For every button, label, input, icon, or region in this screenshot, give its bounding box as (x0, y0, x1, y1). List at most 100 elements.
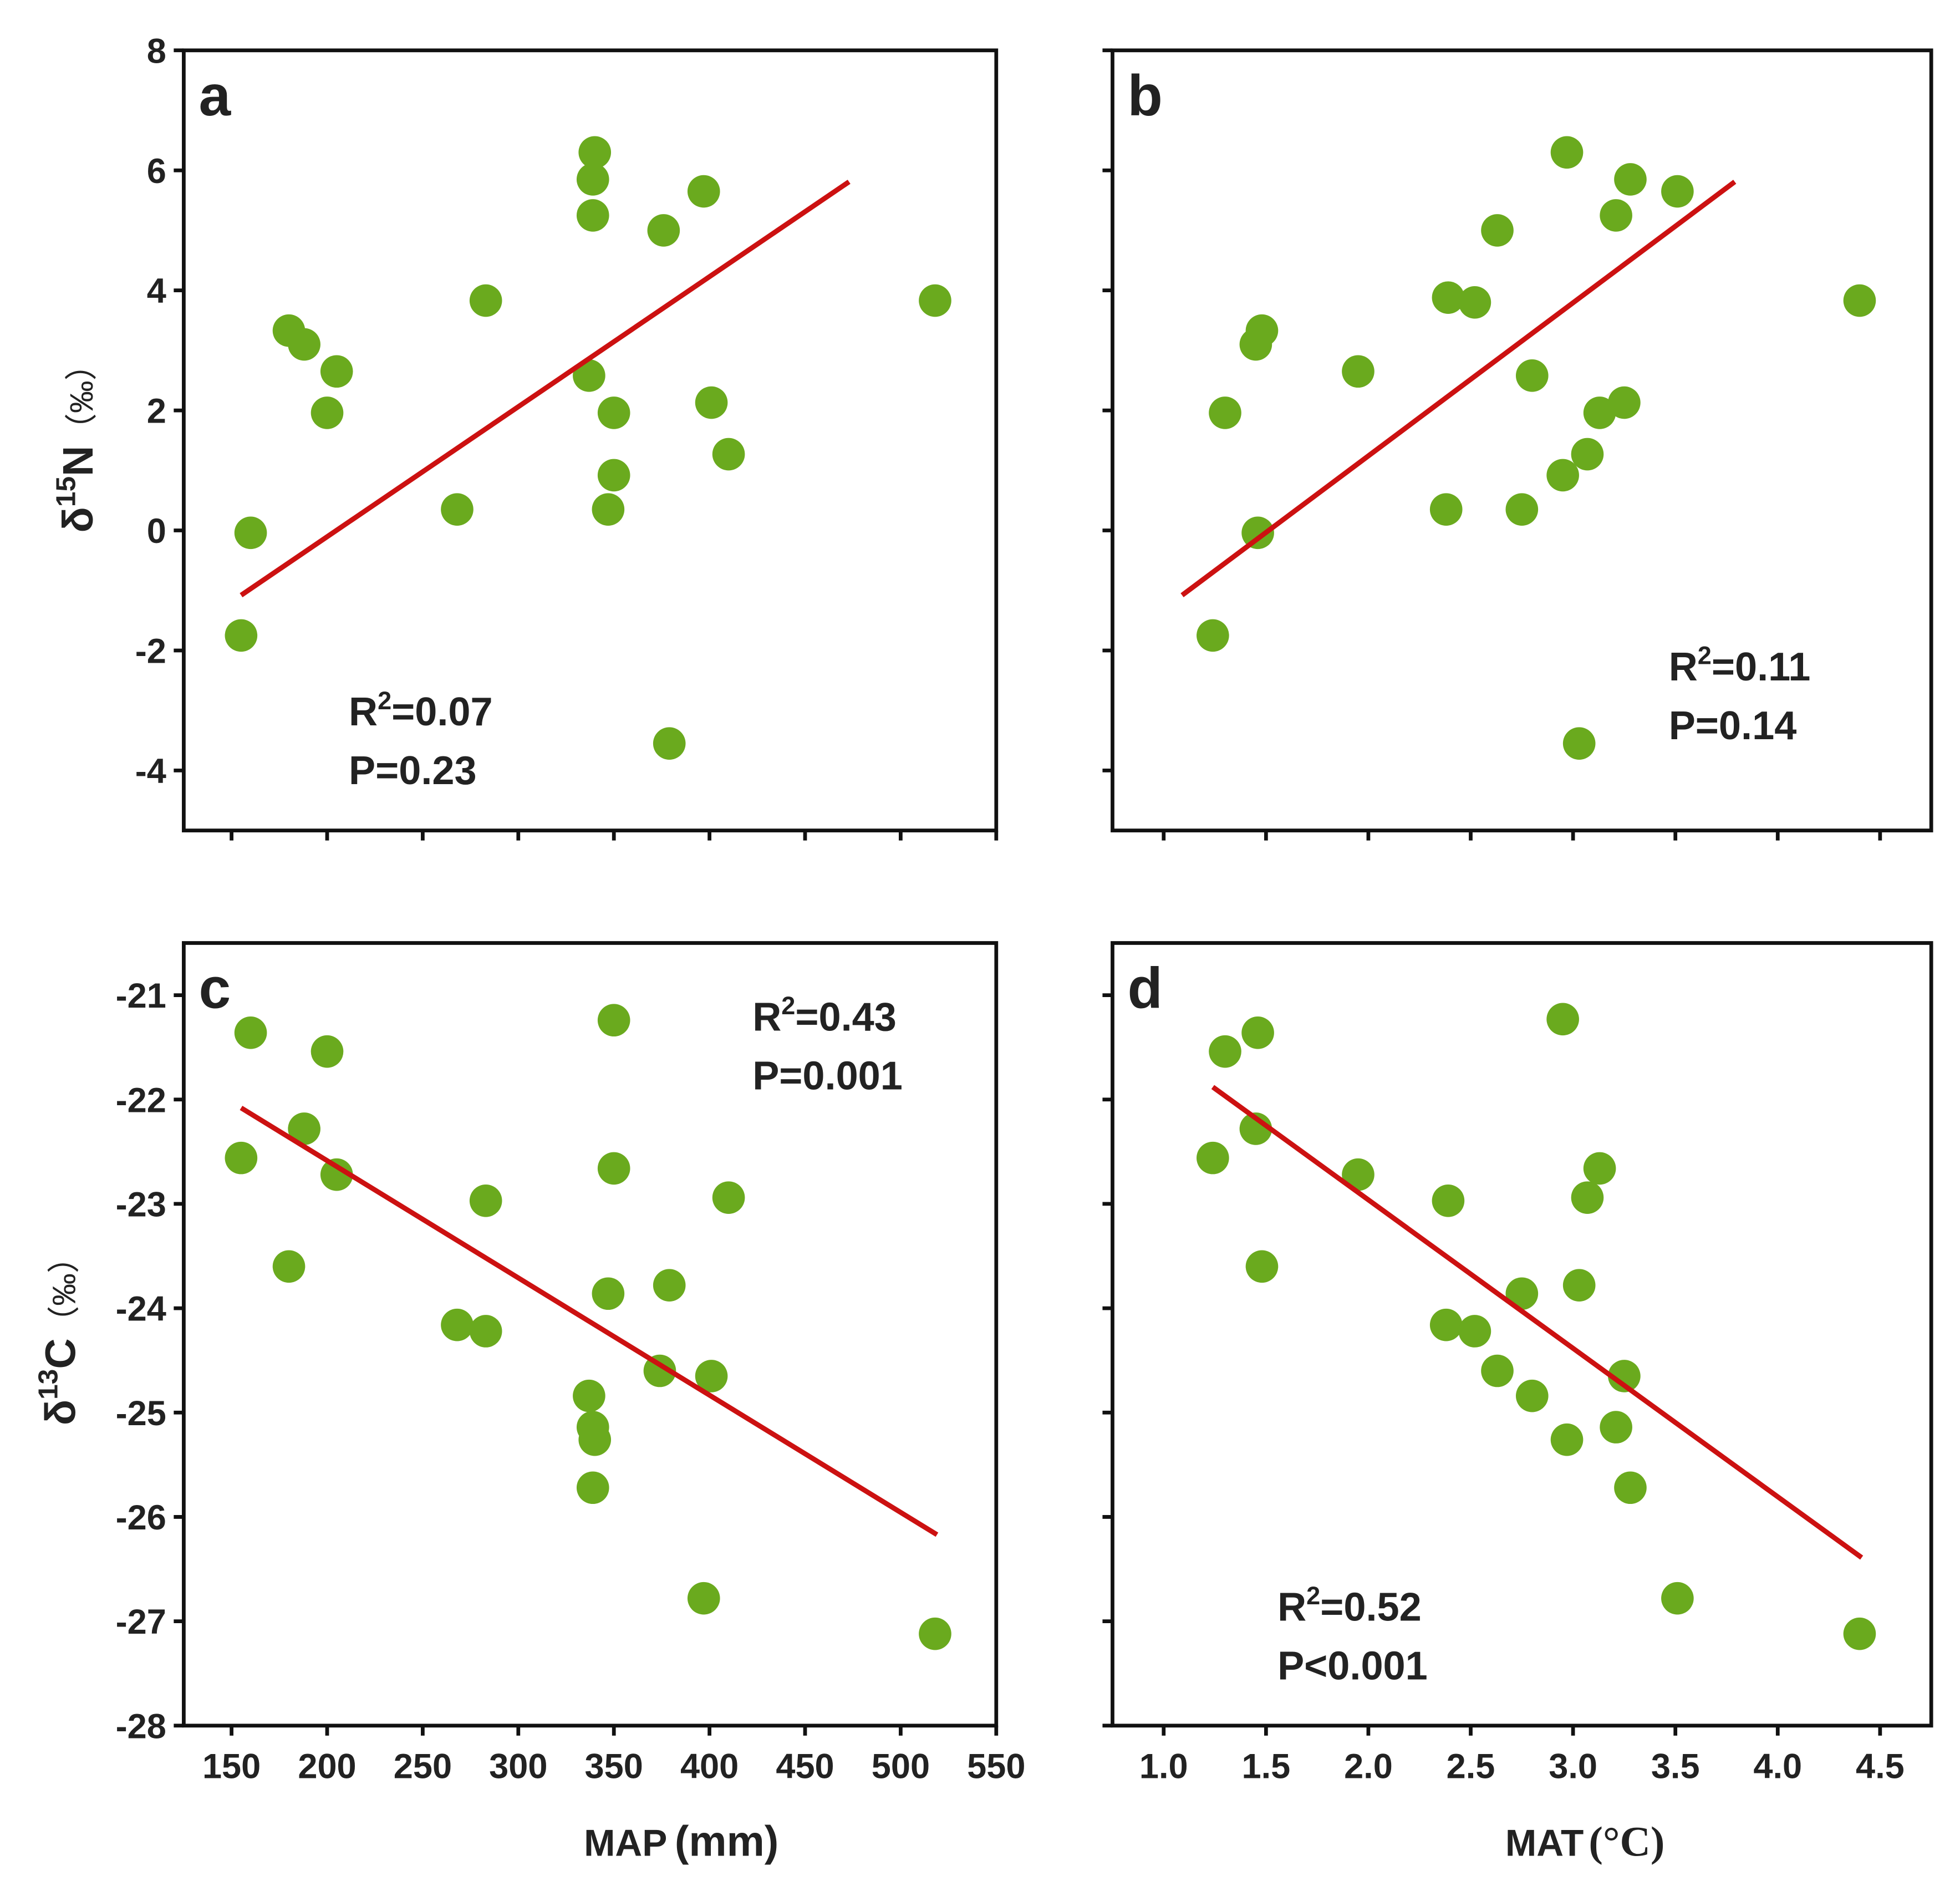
data-point (1239, 1112, 1272, 1145)
data-point (1241, 1016, 1274, 1049)
data-point (320, 1158, 353, 1191)
data-point (1197, 619, 1229, 652)
r-value: =0.52 (1320, 1585, 1422, 1629)
delta-symbol: δ (37, 1400, 84, 1425)
panel-label: b (1128, 63, 1163, 128)
data-point (1843, 1617, 1876, 1650)
y-tick-label: -26 (116, 1498, 166, 1537)
data-point (1481, 1354, 1514, 1387)
data-point (643, 1354, 676, 1387)
r-symbol: R (752, 995, 781, 1039)
x-tick-label: 400 (680, 1747, 739, 1786)
data-point (234, 516, 267, 550)
data-point (712, 438, 745, 471)
data-point (1515, 359, 1549, 392)
isotope-superscript: 13 (33, 1369, 64, 1400)
data-point (695, 1360, 728, 1392)
data-point (1432, 281, 1465, 314)
y-tick-label: -24 (116, 1290, 166, 1329)
data-point (1562, 1269, 1596, 1302)
x-tick-label: 2.5 (1447, 1747, 1495, 1786)
data-point (1342, 1158, 1374, 1191)
data-point (1600, 199, 1632, 232)
x-tick-label: 1.0 (1139, 1747, 1188, 1786)
x-axis-label-mat: MAT (°C) (1505, 1818, 1665, 1865)
x-tick-label: 350 (585, 1747, 643, 1786)
data-point (272, 1250, 306, 1283)
y-tick-label: 0 (147, 512, 166, 551)
data-point (1600, 1411, 1632, 1443)
r-value: =0.11 (1712, 645, 1811, 689)
x-label-unit: (°C) (1589, 1818, 1664, 1865)
data-point (1505, 493, 1539, 526)
x-tick-label: 2.0 (1344, 1747, 1393, 1786)
data-point (310, 1035, 344, 1068)
data-point (1614, 1471, 1647, 1504)
r-superscript: 2 (1698, 642, 1712, 670)
x-tick-label: 550 (967, 1747, 1025, 1786)
data-point (1661, 1582, 1694, 1615)
data-point (1843, 284, 1876, 317)
data-point (469, 1184, 502, 1217)
element-symbol: C (37, 1338, 84, 1369)
data-point (573, 359, 605, 392)
data-point (1481, 214, 1514, 247)
data-point (653, 1269, 686, 1302)
data-point (1342, 355, 1374, 388)
data-point (919, 1617, 951, 1650)
x-tick-label: 150 (202, 1747, 261, 1786)
p-value-annotation: P<0.001 (1277, 1644, 1428, 1688)
y-tick-label: -27 (116, 1603, 166, 1641)
data-point (712, 1181, 745, 1214)
p-value-annotation: P=0.14 (1669, 704, 1797, 748)
data-point (1614, 163, 1647, 196)
data-point (225, 619, 258, 652)
data-point (1197, 1141, 1229, 1175)
data-point (1458, 1315, 1491, 1348)
p-value-annotation: P=0.23 (349, 749, 477, 793)
plot-frame (182, 941, 999, 1728)
isotope-superscript: 15 (50, 476, 81, 507)
data-point (1571, 438, 1604, 471)
data-point (597, 1152, 630, 1185)
data-point (597, 459, 630, 492)
data-point (225, 1141, 258, 1175)
data-point (647, 214, 680, 247)
y-tick-label: -2 (135, 632, 166, 670)
data-point (288, 328, 320, 361)
data-point (1458, 286, 1491, 319)
data-point (1608, 1360, 1641, 1392)
y-tick-label: -25 (116, 1394, 166, 1433)
data-point (1546, 1003, 1579, 1036)
data-point (1245, 314, 1279, 347)
data-point (578, 136, 612, 169)
r-squared-annotation: R2=0.11 (1669, 642, 1811, 689)
data-point (687, 175, 720, 208)
x-tick-label: 3.0 (1549, 1747, 1597, 1786)
r-superscript: 2 (378, 687, 391, 715)
panel-b: b R2=0.11 P=0.14 (1102, 48, 1933, 841)
y-tick-label: 2 (147, 392, 166, 431)
y-tick-label: -22 (116, 1081, 166, 1120)
unit: （‰） (46, 1241, 82, 1338)
x-label-main: MAP (584, 1822, 667, 1864)
data-point (1209, 1035, 1241, 1068)
data-point (592, 1277, 625, 1310)
y-tick-label: -21 (116, 977, 166, 1015)
x-tick-label: 450 (776, 1747, 834, 1786)
plot-frame (1111, 48, 1933, 832)
data-point (1429, 1308, 1463, 1341)
plot-frame (182, 48, 999, 832)
r-squared-annotation: R2=0.43 (752, 992, 897, 1039)
data-point (469, 284, 502, 317)
r-superscript: 2 (781, 992, 795, 1020)
r-symbol: R (349, 690, 378, 734)
r-symbol: R (1669, 645, 1698, 689)
delta-symbol: δ (55, 507, 102, 532)
data-point (1209, 396, 1241, 429)
data-point (288, 1112, 320, 1145)
data-point (469, 1315, 502, 1348)
data-point (687, 1582, 720, 1615)
x-tick-label: 1.5 (1241, 1747, 1290, 1786)
